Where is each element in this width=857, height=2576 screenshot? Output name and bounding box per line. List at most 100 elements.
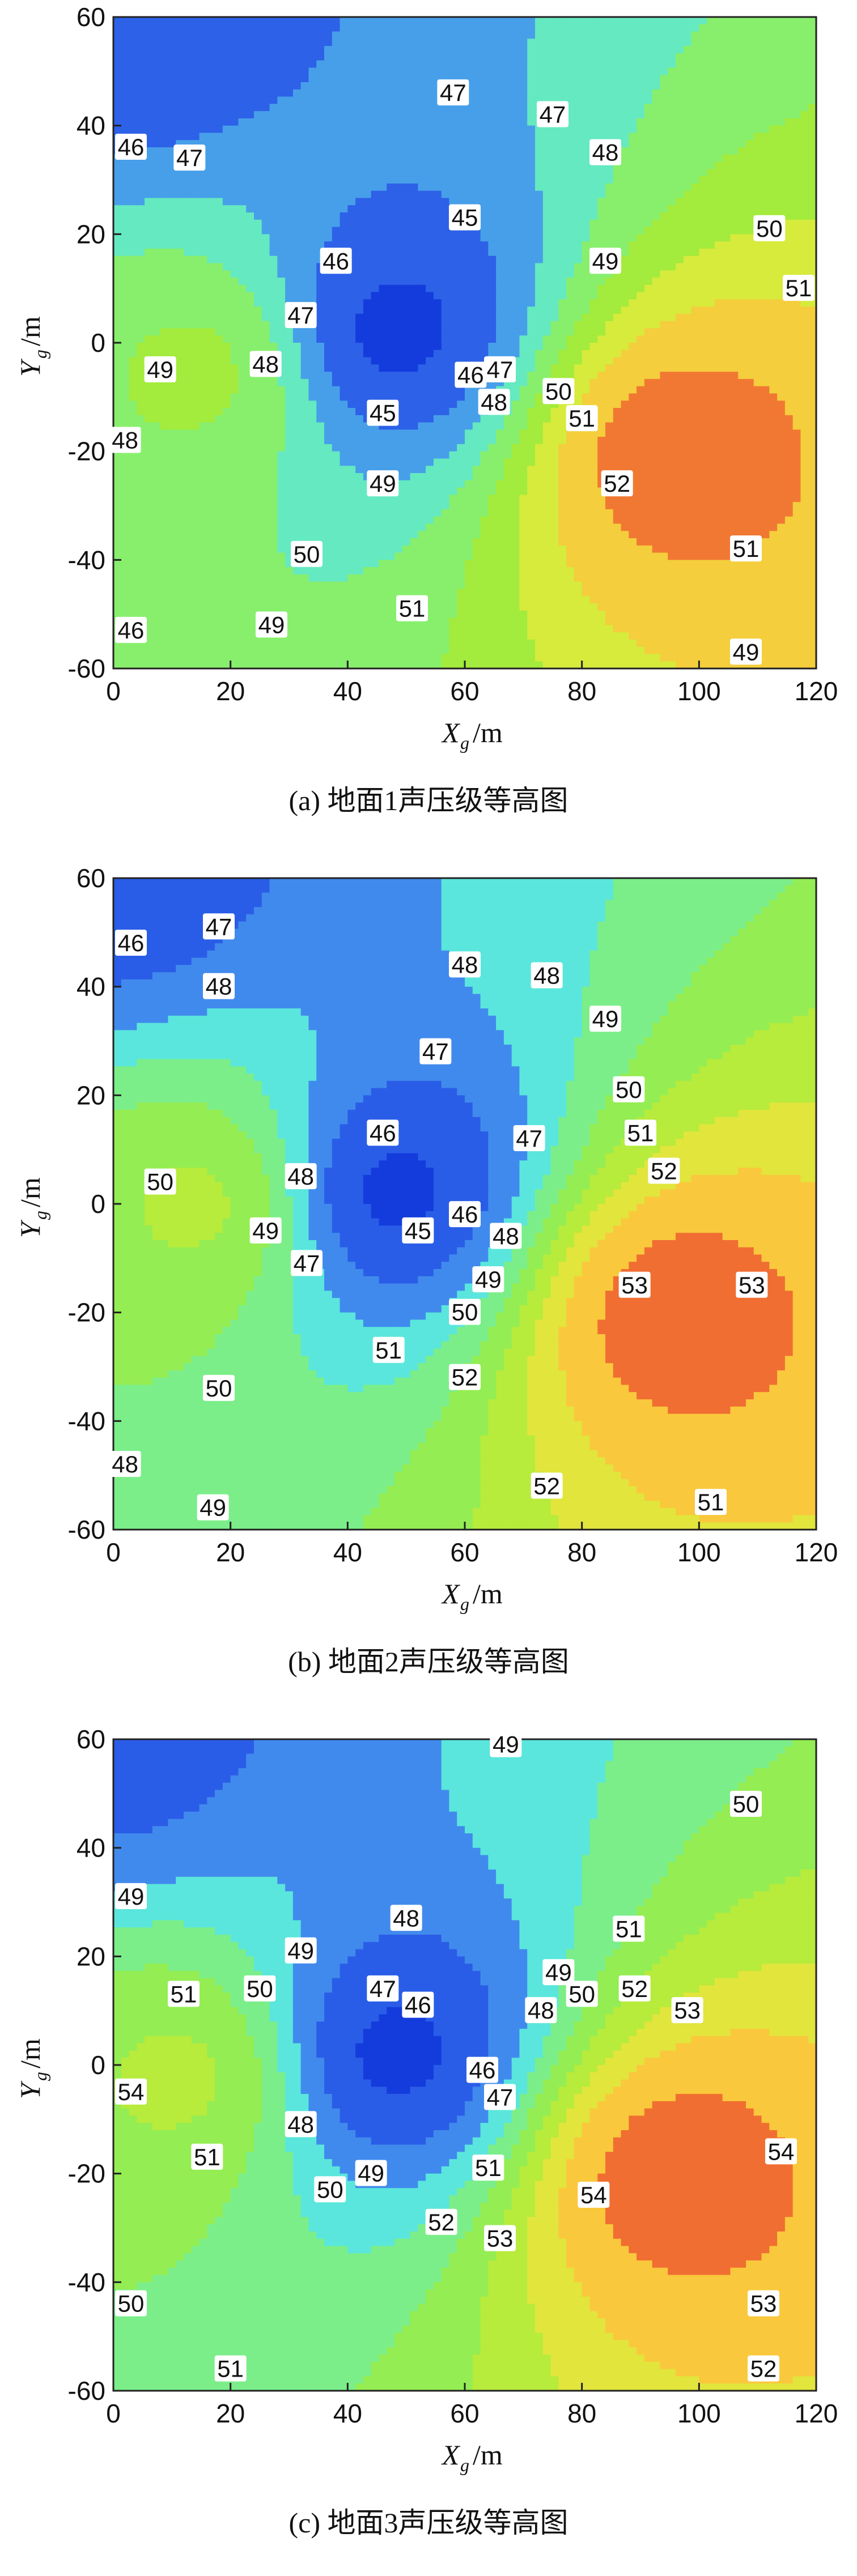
contour-cell: [176, 169, 184, 177]
contour-cell: [137, 523, 145, 531]
contour-cell: [176, 618, 184, 625]
contour-cell: [496, 516, 504, 525]
contour-cell: [394, 639, 403, 648]
contour-cell: [261, 125, 270, 134]
contour-cell: [379, 574, 387, 582]
contour-cell: [285, 473, 294, 481]
contour-cell: [277, 147, 286, 155]
contour-cell: [222, 270, 231, 278]
contour-cell: [254, 415, 262, 423]
contour-cell: [426, 321, 434, 329]
contour-cell: [340, 487, 348, 495]
contour-cell: [418, 364, 426, 372]
contour-cell: [285, 357, 294, 365]
contour-cell: [426, 378, 434, 387]
contour-cell: [121, 176, 130, 184]
contour-cell: [433, 393, 442, 401]
contour-cell: [230, 118, 239, 126]
contour-cell: [426, 625, 434, 633]
contour-cell: [371, 429, 380, 437]
contour-cell: [113, 466, 122, 474]
contour-cell: [457, 248, 465, 257]
contour-cell: [340, 661, 348, 669]
contour-cell: [191, 284, 200, 293]
contour-cell: [472, 422, 481, 430]
contour-cell: [230, 31, 239, 39]
contour-cell: [316, 661, 325, 669]
contour-cell: [292, 429, 302, 437]
contour-cell: [176, 364, 184, 372]
contour-cell: [511, 473, 520, 481]
contour-cell: [402, 234, 411, 242]
contour-cell: [254, 190, 262, 199]
contour-cell: [261, 495, 270, 503]
contour-cell: [511, 343, 520, 351]
contour-cell: [449, 393, 457, 401]
contour-cell: [387, 552, 395, 560]
contour-cell: [519, 364, 528, 372]
contour-cell: [160, 401, 169, 408]
contour-cell: [261, 531, 270, 539]
contour-cell: [215, 53, 223, 61]
contour-cell: [363, 574, 372, 582]
contour-cell: [457, 509, 465, 517]
contour-cell: [324, 487, 333, 495]
contour-cell: [246, 480, 254, 488]
contour-cell: [238, 444, 247, 452]
contour-cell: [488, 147, 497, 155]
contour-cell: [418, 429, 426, 437]
contour-cell: [238, 654, 247, 662]
contour-cell: [207, 278, 215, 286]
contour-cell: [527, 429, 536, 437]
contour-cell: [433, 284, 442, 293]
contour-cell: [269, 82, 278, 90]
contour-cell: [426, 190, 434, 199]
contour-cell: [542, 313, 551, 322]
contour-cell: [113, 415, 122, 423]
contour-cell: [324, 437, 333, 445]
contour-cell: [519, 313, 528, 322]
contour-cell: [371, 632, 380, 640]
contour-cell: [503, 552, 512, 560]
contour-cell: [465, 321, 473, 329]
contour-cell: [535, 408, 544, 416]
contour-cell: [168, 646, 176, 655]
contour-cell: [535, 147, 544, 155]
contour-cell: [316, 603, 325, 611]
contour-cell: [433, 263, 442, 271]
contour-cell: [137, 46, 145, 54]
contour-cell: [176, 523, 184, 531]
contour-cell: [300, 610, 309, 619]
contour-cell: [176, 378, 184, 387]
contour-cell: [254, 270, 262, 278]
contour-cell: [449, 278, 457, 286]
contour-cell: [121, 67, 130, 75]
contour-cell: [160, 227, 169, 235]
contour-cell: [527, 270, 536, 278]
contour-cell: [535, 219, 544, 228]
contour-cell: [488, 350, 497, 358]
contour-cell: [496, 263, 504, 271]
contour-cell: [410, 335, 418, 343]
contour-cell: [246, 328, 254, 336]
contour-cell: [160, 480, 169, 488]
contour-cell: [332, 509, 341, 517]
contour-cell: [426, 284, 434, 293]
contour-cell: [215, 39, 223, 46]
contour-cell: [285, 343, 294, 351]
contour-cell: [347, 596, 356, 604]
contour-cell: [527, 205, 536, 213]
contour-cell: [152, 140, 161, 148]
contour-cell: [207, 321, 215, 329]
contour-cell: [340, 219, 348, 228]
contour-cell: [184, 263, 192, 271]
contour-cell: [527, 256, 536, 264]
contour-cell: [511, 538, 520, 546]
contour-cell: [394, 531, 403, 539]
contour-cell: [496, 328, 504, 336]
contour-cell: [137, 545, 145, 553]
contour-cell: [285, 183, 294, 191]
contour-cell: [168, 466, 176, 474]
contour-cell: [542, 299, 551, 307]
contour-cell: [215, 278, 223, 286]
